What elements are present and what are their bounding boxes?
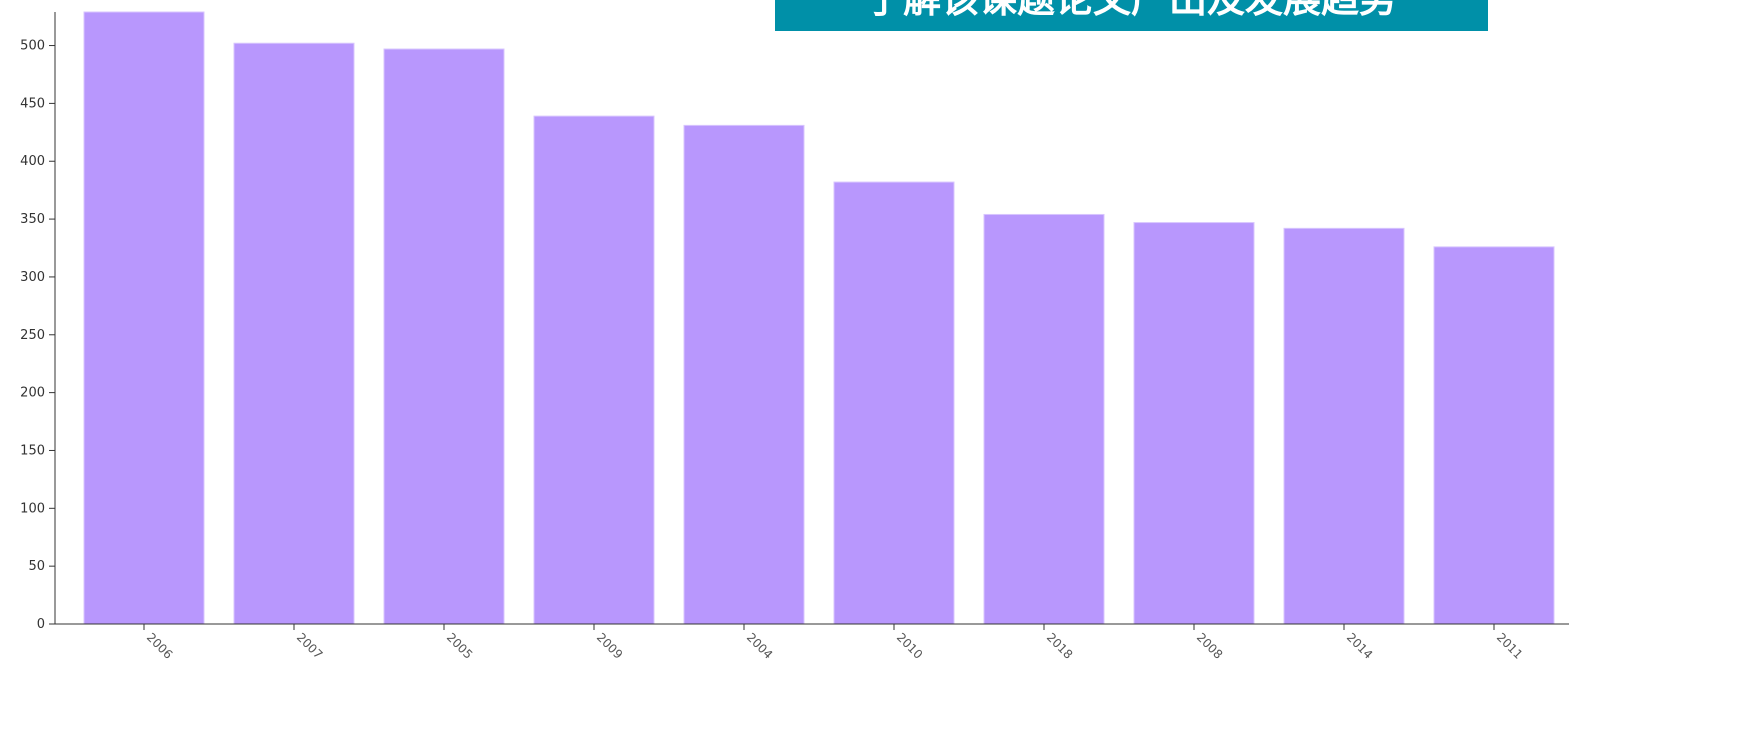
bar	[383, 48, 505, 625]
x-tick-label: 2004	[744, 630, 775, 661]
bar	[533, 115, 655, 625]
title-banner	[775, 0, 1488, 31]
x-tick-label: 2011	[1494, 630, 1525, 661]
chart-title: 了解该课题论文产出及发展趋势	[865, 0, 1397, 21]
y-tick-label: 350	[20, 212, 45, 227]
x-tick-label: 2018	[1044, 630, 1075, 661]
x-tick-label: 2014	[1344, 630, 1375, 661]
bar	[1283, 227, 1405, 625]
bar	[983, 213, 1105, 625]
bar	[1433, 246, 1555, 625]
bar	[1133, 222, 1255, 625]
y-tick-label: 250	[20, 328, 45, 343]
x-tick-label: 2007	[294, 630, 325, 661]
bar	[683, 124, 805, 625]
y-tick-label: 150	[20, 443, 45, 458]
y-tick-label: 50	[28, 559, 45, 574]
y-tick-label: 500	[20, 39, 45, 54]
bar	[233, 42, 355, 625]
x-tick-label: 2008	[1194, 630, 1225, 661]
y-tick-label: 300	[20, 270, 45, 285]
bar	[83, 11, 205, 625]
y-tick-label: 200	[20, 386, 45, 401]
x-tick-label: 2006	[144, 630, 175, 661]
y-tick-label: 0	[37, 617, 45, 632]
y-tick-label: 400	[20, 154, 45, 169]
x-tick-label: 2009	[594, 630, 625, 661]
y-tick-label: 100	[20, 501, 45, 516]
bar	[833, 181, 955, 625]
y-tick-label: 450	[20, 96, 45, 111]
x-tick-label: 2005	[444, 630, 475, 661]
x-tick-label: 2010	[894, 630, 925, 661]
